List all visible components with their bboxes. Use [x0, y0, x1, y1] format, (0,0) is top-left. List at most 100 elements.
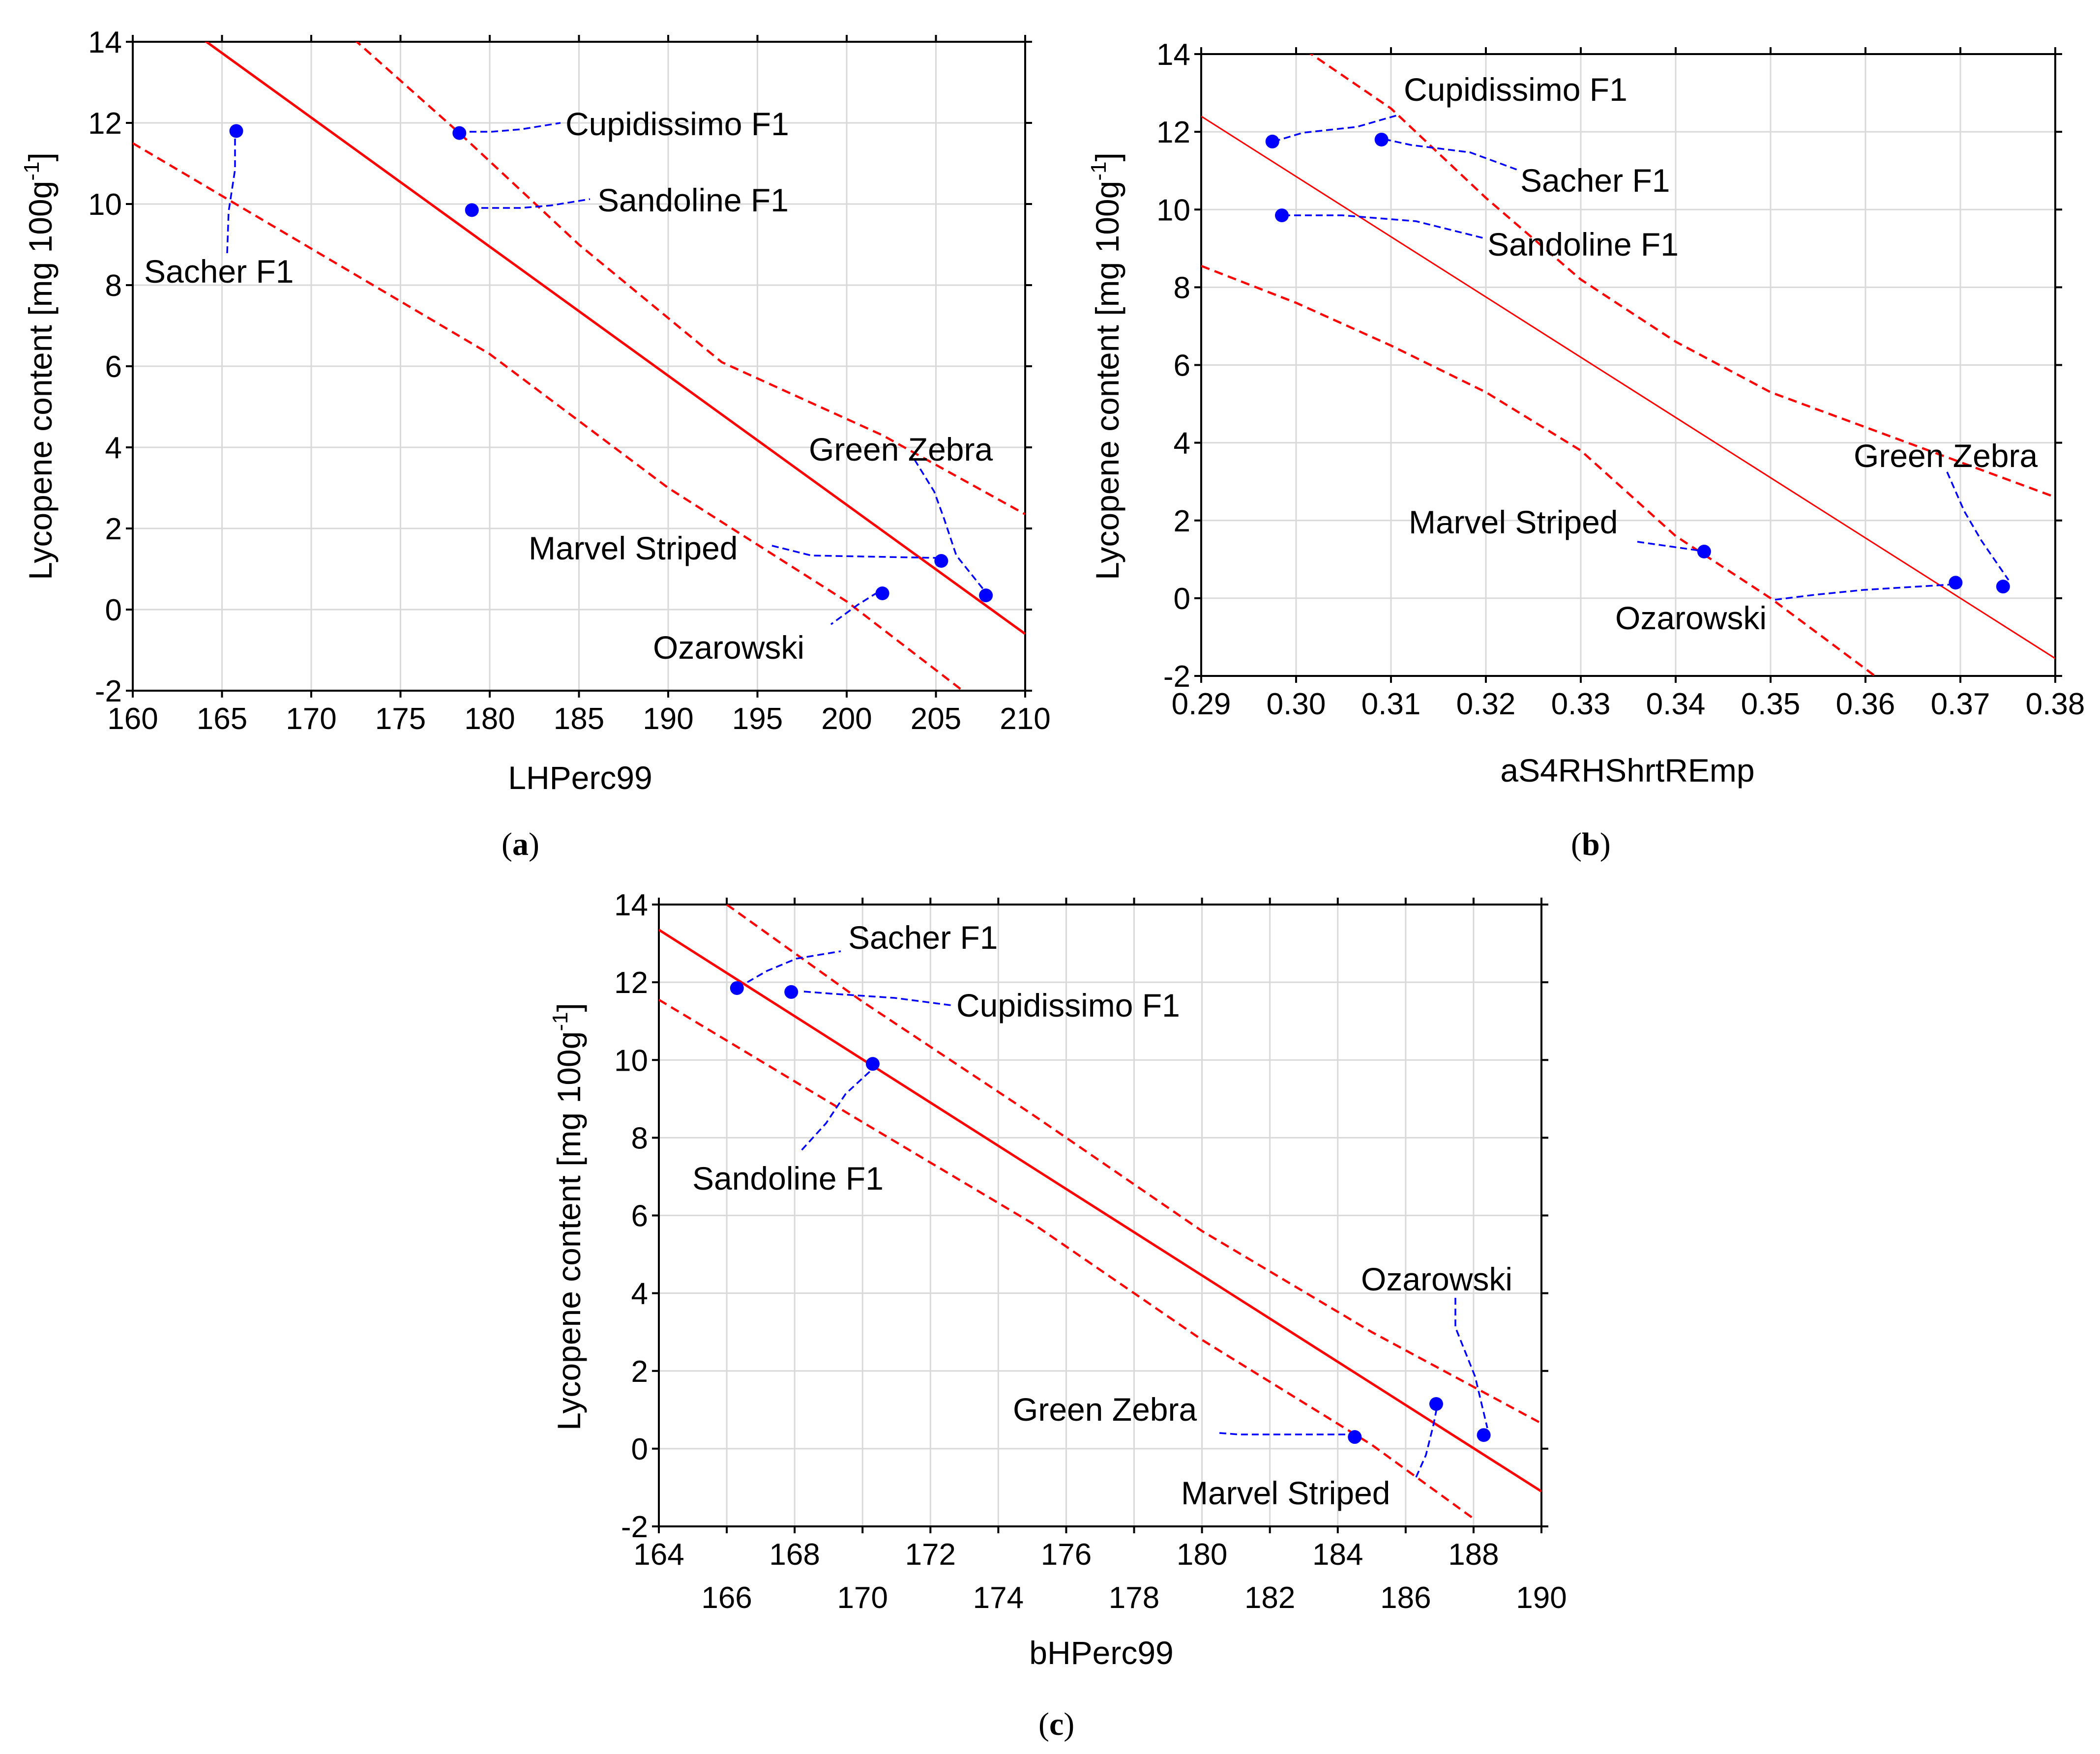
point-label: Sandoline F1	[597, 182, 789, 218]
data-point	[465, 203, 479, 217]
y-tick-label: 4	[631, 1277, 648, 1311]
y-tick-label: 8	[105, 269, 122, 303]
leader-line	[800, 1063, 879, 1151]
leader-line	[1946, 471, 2010, 581]
points-a	[229, 124, 993, 603]
y-tick-label: 0	[1174, 582, 1190, 616]
data-point	[1348, 1430, 1362, 1444]
ticks-c	[652, 898, 1548, 1533]
lower-confidence-band-a	[133, 142, 964, 691]
point-label: Ozarowski	[653, 629, 804, 666]
data-point	[1374, 132, 1389, 146]
annotations-c: Sacher F1 Cupidissimo F1 Sandoline F1 Ozaro…	[692, 919, 1512, 1511]
y-axis-label-sup: -1	[548, 1012, 572, 1031]
leader-line	[1775, 583, 1960, 601]
leader-line	[830, 591, 878, 625]
point-label: Marvel Striped	[529, 530, 738, 566]
data-point	[452, 126, 467, 140]
point-label: Marvel Striped	[1409, 504, 1618, 540]
y-axis-label-end: ]	[22, 152, 59, 161]
leader-line	[1415, 1401, 1439, 1478]
y-tick-label: 12	[614, 966, 648, 1000]
y-tick-label: 6	[1174, 349, 1190, 383]
y-axis-label-sup: -1	[20, 162, 44, 181]
x-tick-label: 166	[701, 1581, 752, 1615]
x-tick-label: 0.35	[1741, 687, 1801, 721]
x-tick-label: 170	[837, 1581, 888, 1615]
leader-line	[226, 130, 236, 254]
y-tick-label: 2	[1174, 504, 1190, 538]
data-point	[1265, 134, 1279, 148]
tick-labels-b: 0.29 0.30 0.31 0.32 0.33 0.34 0.35 0.36 0.37 0.38…	[1156, 38, 2085, 721]
y-tick-label: 0	[105, 593, 122, 627]
regression-line-a	[204, 42, 1025, 635]
data-point	[865, 1057, 880, 1071]
x-tick-label: 170	[286, 702, 336, 736]
leader-line	[459, 122, 561, 133]
chart-a: 160 165 170 175 180 185 190 195 200 205 210 -2 0 2 4 6 8…	[20, 26, 1051, 796]
data-point	[1477, 1428, 1491, 1442]
regression-line-c	[659, 929, 1541, 1492]
x-tick-label: 0.33	[1551, 687, 1611, 721]
x-tick-label: 0.32	[1456, 687, 1516, 721]
points-b	[1265, 132, 2010, 594]
x-tick-label: 175	[375, 702, 426, 736]
x-tick-label: 164	[633, 1538, 684, 1572]
y-tick-label: 10	[614, 1044, 648, 1078]
y-tick-label: 12	[88, 107, 122, 141]
y-tick-label: 6	[631, 1199, 648, 1233]
y-tick-label: 4	[1174, 427, 1190, 461]
series-c	[659, 905, 1541, 1520]
y-tick-label: 8	[631, 1121, 648, 1155]
y-tick-label: 14	[614, 888, 648, 922]
x-axis-label-b: aS4RHShrtREmp	[1500, 752, 1754, 789]
point-label: Green Zebra	[1854, 438, 2038, 474]
x-tick-label: 174	[973, 1581, 1024, 1615]
x-tick-label: 190	[1516, 1581, 1567, 1615]
panel-label-a: (a)	[502, 826, 539, 862]
annotations-b: Cupidissimo F1 Sacher F1 Sandoline F1 Green…	[1273, 71, 2038, 636]
y-tick-label: -2	[1163, 660, 1190, 694]
grid-b	[1200, 53, 2056, 677]
point-label: Sandoline F1	[1487, 226, 1679, 263]
series-b	[1201, 54, 2055, 676]
leader-line	[1637, 541, 1707, 553]
x-axis-label-c: bHPerc99	[1029, 1635, 1174, 1671]
x-tick-label: 165	[197, 702, 247, 736]
lower-confidence-band-c	[659, 998, 1475, 1520]
x-tick-label: 0.30	[1267, 687, 1326, 721]
y-tick-label: 2	[631, 1355, 648, 1389]
data-point	[1949, 576, 1963, 590]
data-point	[875, 586, 889, 600]
chart-b: 0.29 0.30 0.31 0.32 0.33 0.34 0.35 0.36 0.37 0.38…	[1087, 38, 2085, 789]
data-point	[784, 985, 799, 999]
x-tick-label: 0.29	[1172, 687, 1231, 721]
ticks-b	[1194, 47, 2062, 683]
data-point	[229, 124, 243, 138]
y-tick-label: 4	[105, 431, 122, 465]
point-label: Sacher F1	[1520, 162, 1670, 199]
points-c	[730, 981, 1491, 1444]
y-tick-label: 0	[631, 1432, 648, 1466]
point-label: Sandoline F1	[692, 1160, 884, 1197]
x-tick-label: 182	[1244, 1581, 1295, 1615]
point-label: Marvel Striped	[1181, 1475, 1390, 1511]
x-tick-label: 0.38	[2026, 687, 2085, 721]
y-tick-label: -2	[621, 1510, 648, 1544]
x-tick-label: 172	[905, 1538, 956, 1572]
point-label: Green Zebra	[1013, 1391, 1197, 1428]
panel-label-c: (c)	[1038, 1706, 1075, 1742]
leader-line	[747, 950, 841, 983]
leader-line	[1384, 138, 1517, 171]
y-tick-label: 12	[1156, 116, 1190, 149]
x-tick-label: 190	[643, 702, 693, 736]
x-tick-label: 0.34	[1646, 687, 1706, 721]
y-tick-label: 2	[105, 512, 122, 546]
y-tick-label: 8	[1174, 271, 1190, 305]
x-tick-label: 200	[821, 702, 872, 736]
y-axis-label-a: Lycopene content [mg 100g-1]	[20, 152, 59, 580]
x-tick-label: 176	[1041, 1538, 1092, 1572]
tick-labels-a: 160 165 170 175 180 185 190 195 200 205 210 -2 0 2 4 6 8…	[88, 26, 1051, 736]
x-tick-label: 0.36	[1836, 687, 1895, 721]
